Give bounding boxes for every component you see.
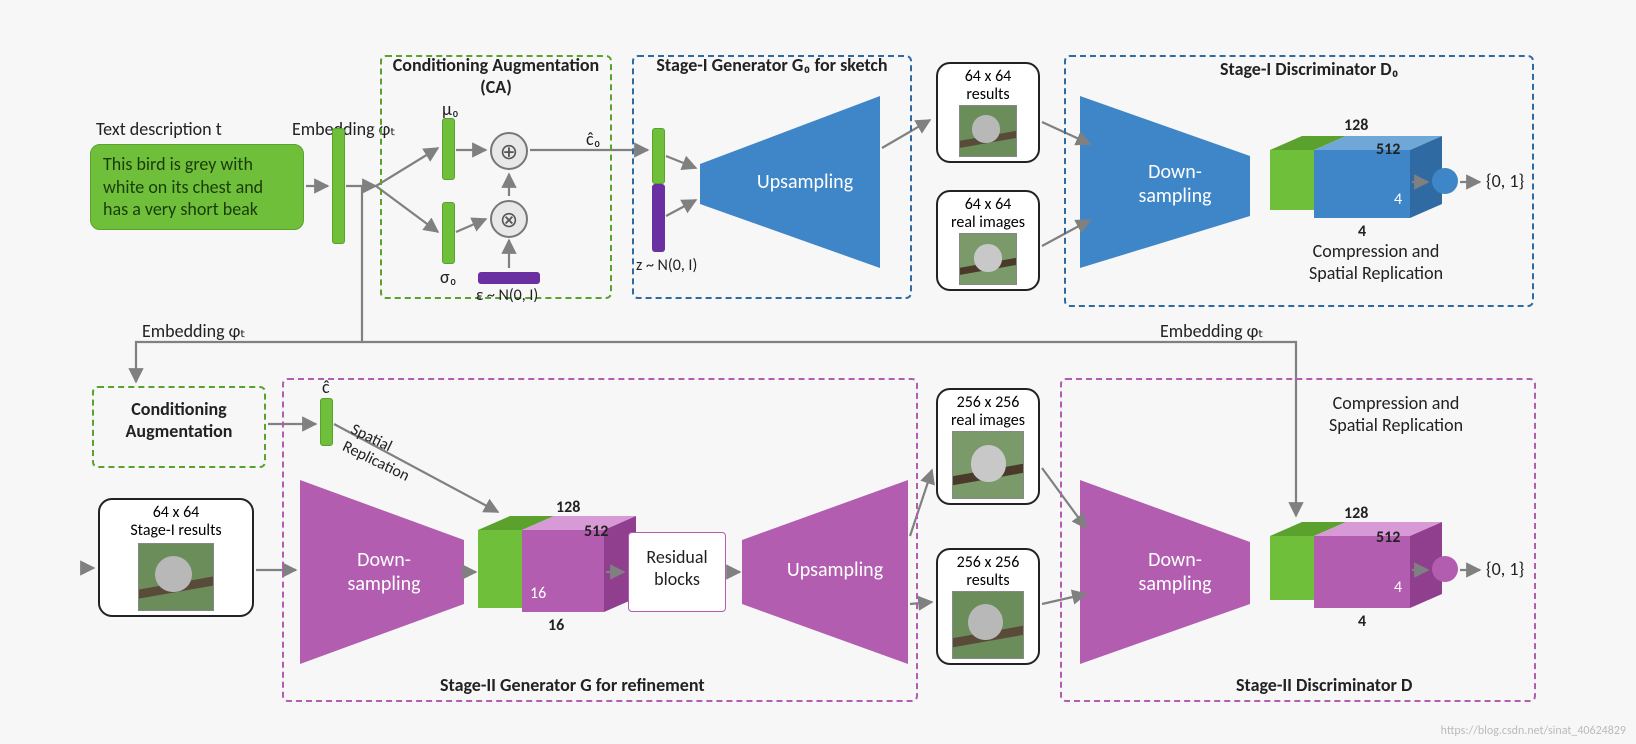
z-bar — [652, 184, 665, 252]
d0-title: Stage-I Discriminator D₀ — [1220, 58, 1399, 80]
real256-frame: 256 x 256 real images — [936, 388, 1040, 505]
g-downsampling-label: Down- sampling — [324, 548, 444, 596]
d-downsampling-label: Down- sampling — [1120, 548, 1230, 596]
stage1-results-frame: 64 x 64 Stage-I results — [98, 498, 254, 617]
d0-512: 512 — [1376, 140, 1400, 159]
real256-label: 256 x 256 real images — [946, 394, 1030, 429]
d-compress: Compression and Spatial Replication — [1284, 392, 1508, 436]
results256-label: 256 x 256 results — [946, 554, 1030, 589]
ca-title: Conditioning Augmentation (CA) — [392, 54, 600, 98]
c0-label: ĉ₀ — [586, 128, 601, 150]
c0-bar — [652, 128, 665, 184]
ca2-title: Conditioning Augmentation — [96, 398, 262, 442]
embedding-right-label: Embedding φₜ — [1160, 320, 1264, 342]
real64-frame: 64 x 64 real images — [936, 190, 1040, 291]
real64-thumb — [959, 233, 1017, 285]
d0-compress: Compression and Spatial Replication — [1264, 240, 1488, 284]
d-128: 128 — [1344, 504, 1368, 523]
residual-label: Residual blocks — [630, 546, 724, 590]
g-title: Stage-II Generator G for refinement — [440, 674, 705, 696]
embedding-left-label: Embedding φₜ — [142, 320, 246, 342]
d0-4b: 4 — [1358, 222, 1366, 241]
d-title: Stage-II Discriminator D — [1236, 674, 1412, 696]
d-4b: 4 — [1358, 612, 1366, 631]
text-description-label: Text description t — [96, 118, 222, 140]
d0-output-label: {0, 1} — [1486, 170, 1524, 192]
embedding-bar — [332, 128, 345, 244]
sigma0-bar — [442, 202, 455, 264]
eps-bar — [478, 272, 540, 284]
g0-upsampling-label: Upsampling — [740, 170, 870, 194]
g-16b: 16 — [548, 616, 564, 635]
z-label: z ~ N(0, I) — [636, 256, 697, 275]
results64-thumb — [959, 105, 1017, 157]
d0-output-circle — [1432, 168, 1458, 194]
g-16a: 16 — [530, 584, 546, 603]
stage1-results-thumb — [138, 543, 214, 611]
results64-frame: 64 x 64 results — [936, 62, 1040, 163]
d-output-circle — [1432, 556, 1458, 582]
text-description-box: This bird is grey with white on its ches… — [90, 144, 304, 230]
times-op: ⊗ — [490, 200, 528, 238]
g-128: 128 — [556, 498, 580, 517]
mu0-label: μ₀ — [442, 98, 459, 120]
real64-label: 64 x 64 real images — [946, 196, 1030, 231]
g-512: 512 — [584, 522, 608, 541]
plus-op: ⊕ — [490, 132, 528, 170]
g0-title: Stage-I Generator G₀ for sketch — [640, 54, 904, 76]
real256-thumb — [952, 431, 1024, 499]
d0-downsampling-label: Down- sampling — [1120, 160, 1230, 208]
eps-label: ε ~ N(0, I) — [476, 286, 538, 305]
watermark: https://blog.csdn.net/sinat_40624829 — [1441, 724, 1626, 738]
results256-thumb — [952, 591, 1024, 659]
d0-128: 128 — [1344, 116, 1368, 135]
g-upsampling-label: Upsampling — [770, 558, 900, 582]
d0-4a: 4 — [1394, 190, 1402, 209]
sigma0-label: σ₀ — [440, 266, 457, 288]
d-512: 512 — [1376, 528, 1400, 547]
results64-label: 64 x 64 results — [946, 68, 1030, 103]
stage1-results-label: 64 x 64 Stage-I results — [108, 504, 244, 541]
mu0-bar — [442, 118, 455, 180]
results256-frame: 256 x 256 results — [936, 548, 1040, 665]
text-description-content: This bird is grey with white on its ches… — [103, 153, 263, 220]
d-4a: 4 — [1394, 578, 1402, 597]
d-output-label: {0, 1} — [1486, 558, 1524, 580]
